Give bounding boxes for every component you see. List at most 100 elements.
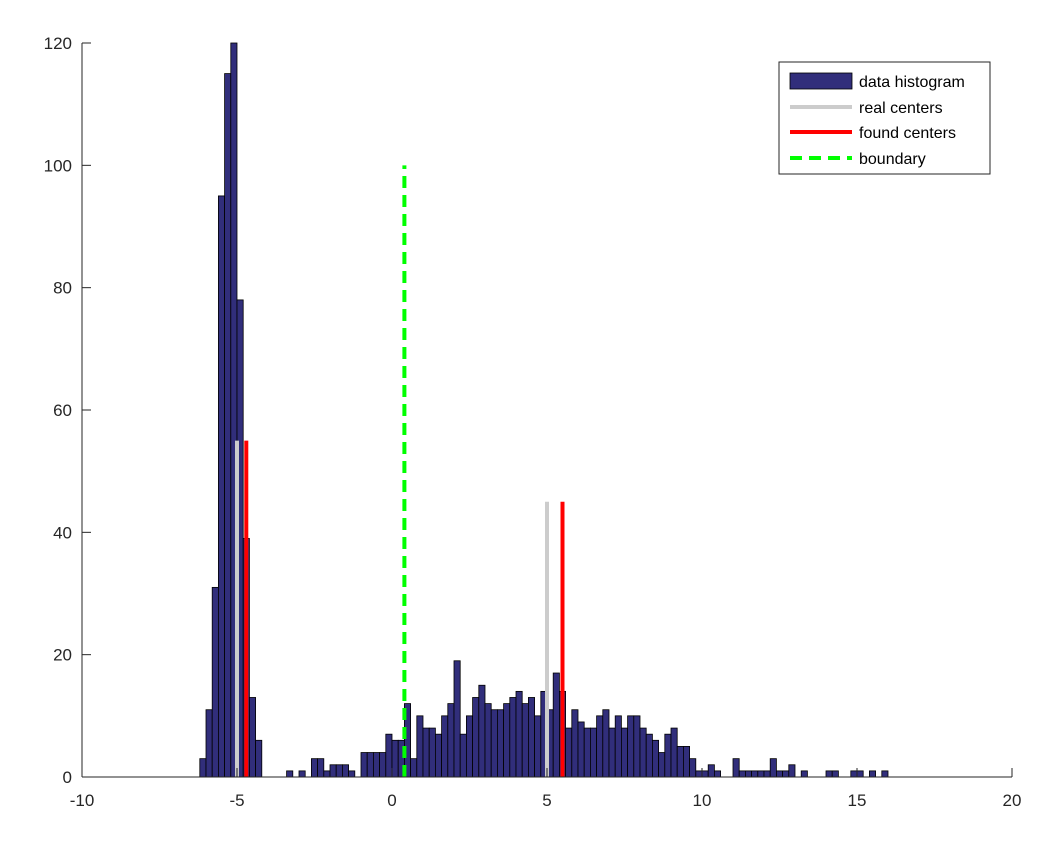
histogram-bar xyxy=(732,758,740,778)
histogram-bar xyxy=(850,770,858,778)
histogram-bar xyxy=(738,770,746,778)
histogram-bar xyxy=(310,758,318,778)
histogram-bar xyxy=(534,715,542,778)
y-tick-label: 0 xyxy=(63,768,72,787)
histogram-bar xyxy=(515,690,523,778)
histogram-bar xyxy=(658,752,666,778)
x-tick-label: 15 xyxy=(848,791,867,810)
histogram-bar xyxy=(745,770,753,778)
legend-label-found-centers: found centers xyxy=(859,125,956,142)
histogram-bar xyxy=(577,721,585,778)
histogram-bar xyxy=(496,709,504,778)
histogram-bar xyxy=(714,770,722,778)
histogram-bar xyxy=(211,586,219,778)
histogram-bar xyxy=(596,715,604,778)
x-tick-label: -5 xyxy=(229,791,244,810)
histogram-bar xyxy=(676,746,684,778)
histogram-bar xyxy=(410,758,418,778)
histogram-bar xyxy=(317,758,325,778)
legend-label-real-centers: real centers xyxy=(859,100,943,117)
y-tick-label: 20 xyxy=(53,646,72,665)
histogram-bar xyxy=(571,709,579,778)
x-tick-label: 10 xyxy=(693,791,712,810)
histogram-bar xyxy=(385,733,393,778)
histogram-bar xyxy=(360,752,368,778)
histogram-bar xyxy=(528,697,536,778)
histogram-bar xyxy=(683,746,691,778)
histogram-bar xyxy=(248,697,256,778)
histogram-bar xyxy=(552,672,560,778)
histogram-bar xyxy=(205,709,213,778)
histogram-bar xyxy=(590,727,598,778)
histogram-bar xyxy=(856,770,864,778)
histogram-bar xyxy=(800,770,808,778)
histogram-bar xyxy=(664,733,672,778)
histogram-bar xyxy=(825,770,833,778)
x-tick-label: -10 xyxy=(70,791,95,810)
histogram-bar xyxy=(707,764,715,778)
histogram-bar xyxy=(391,739,399,778)
y-tick-label: 80 xyxy=(53,279,72,298)
y-tick-label: 100 xyxy=(44,156,72,175)
x-tick-label: 0 xyxy=(387,791,396,810)
histogram-bar xyxy=(329,764,337,778)
histogram-bar xyxy=(478,684,486,778)
center-lines xyxy=(235,165,565,777)
histogram-bar xyxy=(255,739,263,778)
histogram-bar xyxy=(372,752,380,778)
legend-label-boundary: boundary xyxy=(859,151,926,168)
histogram-bar xyxy=(583,727,591,778)
histogram-bar xyxy=(286,770,294,778)
histogram-bar xyxy=(199,758,207,778)
histogram-bar xyxy=(484,703,492,778)
legend-swatch-histogram xyxy=(789,72,853,90)
histogram-bar xyxy=(453,660,461,778)
histogram-bar xyxy=(602,709,610,778)
histogram-bar xyxy=(565,727,573,778)
histogram-bar xyxy=(341,764,349,778)
histogram-bar xyxy=(633,715,641,778)
histogram-bar xyxy=(689,758,697,778)
histogram-bar xyxy=(757,770,765,778)
histogram-bar xyxy=(335,764,343,778)
histogram-bar xyxy=(521,703,529,778)
histogram-bar xyxy=(782,770,790,778)
histogram-bar xyxy=(348,770,356,778)
histogram-bar xyxy=(441,715,449,778)
legend-label-histogram: data histogram xyxy=(859,74,965,91)
histogram-bar xyxy=(869,770,877,778)
histogram-bar xyxy=(323,770,331,778)
histogram-bar xyxy=(881,770,889,778)
histogram-bar xyxy=(422,727,430,778)
histogram-bar xyxy=(695,770,703,778)
y-tick-label: 40 xyxy=(53,523,72,542)
histogram-bar xyxy=(465,715,473,778)
x-tick-label: 20 xyxy=(1003,791,1022,810)
histogram-bar xyxy=(379,752,387,778)
histogram-bar xyxy=(645,733,653,778)
histogram-bar xyxy=(701,770,709,778)
x-tick-label: 5 xyxy=(542,791,551,810)
histogram-bar xyxy=(769,758,777,778)
histogram-bar xyxy=(503,703,511,778)
histogram-bar xyxy=(459,733,467,778)
histogram-bar xyxy=(831,770,839,778)
histogram-bar xyxy=(509,697,517,778)
histogram-bar xyxy=(472,697,480,778)
histogram-bar xyxy=(614,715,622,778)
histogram-bar xyxy=(224,73,232,778)
histogram-bar xyxy=(428,727,436,778)
histogram-bar xyxy=(639,727,647,778)
y-tick-label: 120 xyxy=(44,34,72,53)
ticks: -10 -5 0 5 10 15 20 0 20 40 60 80 100 120 xyxy=(44,34,1022,810)
histogram-bar xyxy=(627,715,635,778)
histogram-bar xyxy=(788,764,796,778)
histogram-bar xyxy=(763,770,771,778)
histogram-bar xyxy=(217,195,225,778)
histogram-bar xyxy=(621,727,629,778)
y-tick-label: 60 xyxy=(53,401,72,420)
histogram-bar xyxy=(434,733,442,778)
histogram-bar xyxy=(298,770,306,778)
histogram-bar xyxy=(670,727,678,778)
